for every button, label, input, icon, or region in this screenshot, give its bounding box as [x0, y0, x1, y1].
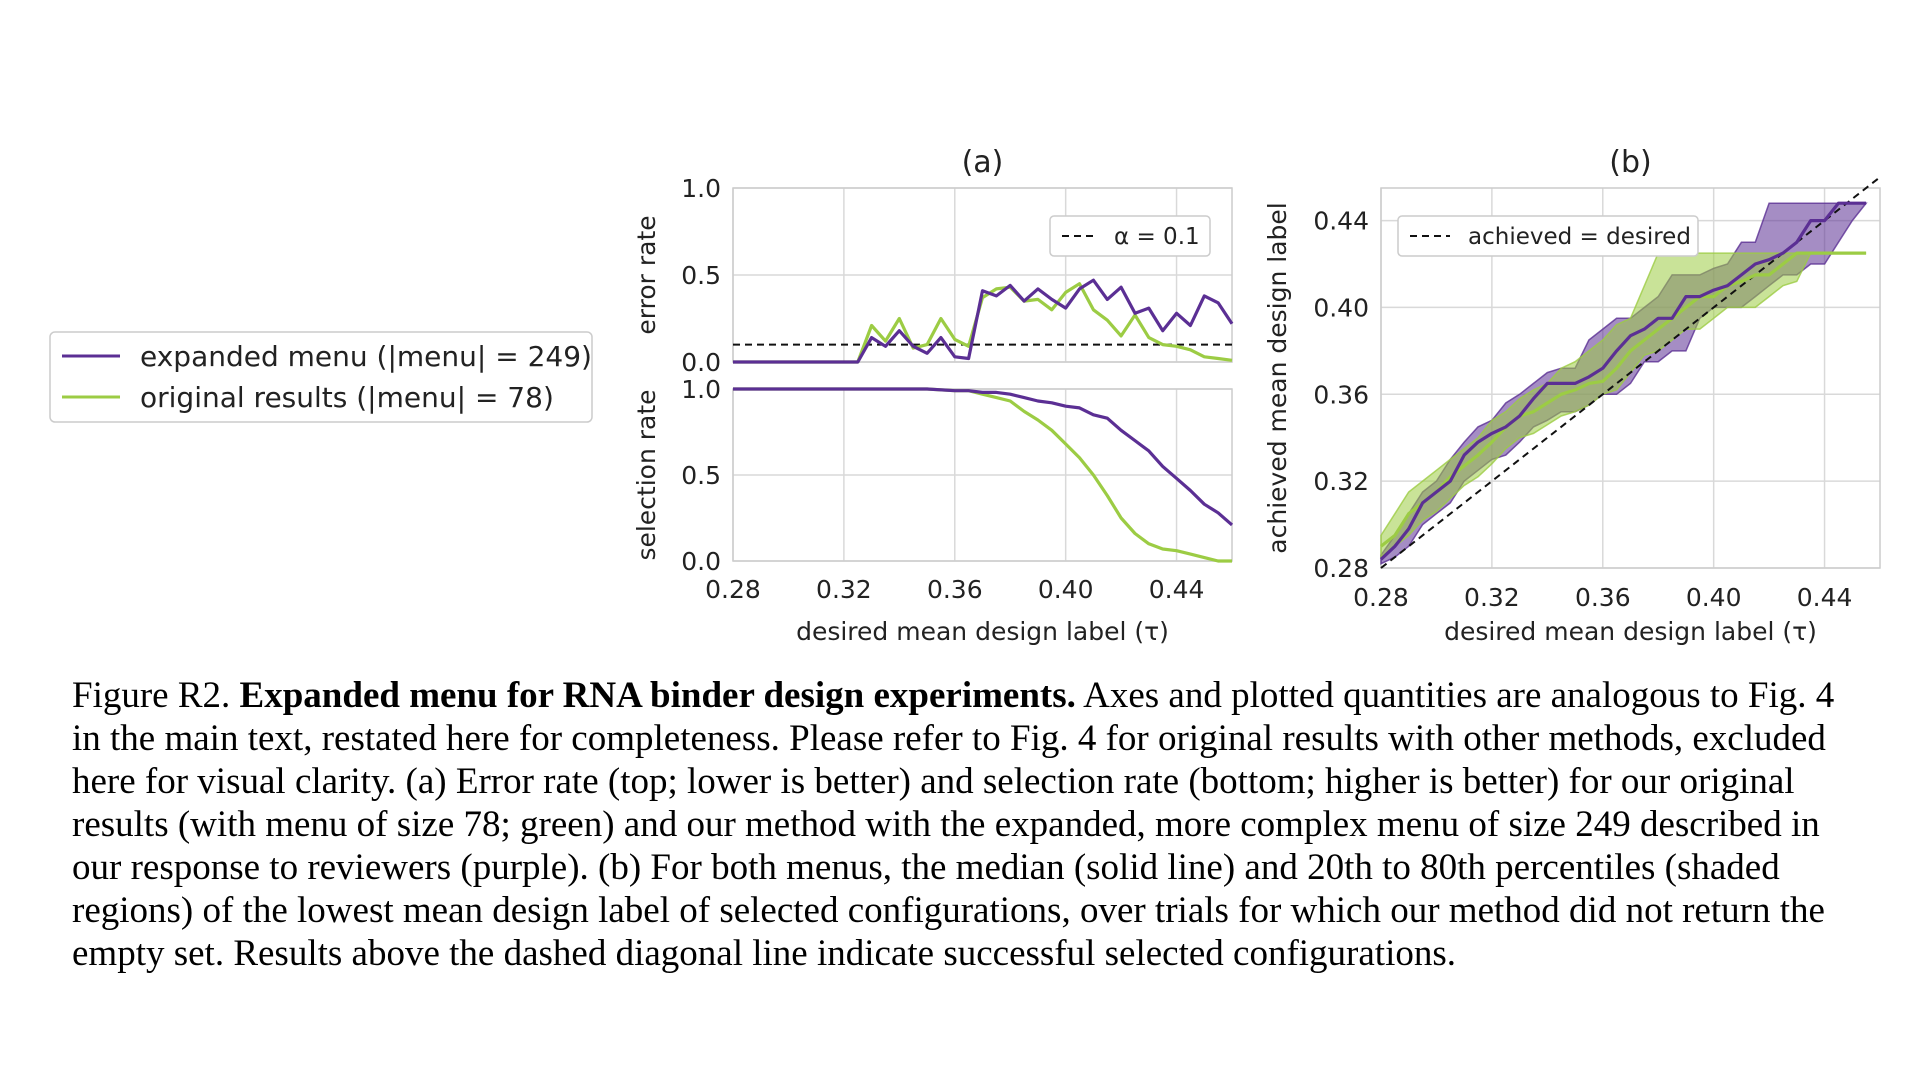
ytick-label-2: 1.0	[681, 174, 721, 203]
xtick-label-1: 0.32	[816, 575, 872, 604]
ytick-label-0: 0.28	[1313, 554, 1369, 583]
ytick-label-1: 0.5	[681, 461, 721, 490]
panel-title: (a)	[962, 145, 1004, 180]
median-line-expanded	[1379, 201, 1867, 561]
main-legend-frame	[49, 331, 593, 423]
y-axis-label: achieved mean design label	[1263, 202, 1292, 553]
plot-frame	[732, 187, 1233, 363]
ytick-label-0: 0.0	[681, 348, 721, 377]
xtick-label-3: 0.40	[1686, 583, 1742, 612]
alpha-legend-frame	[1049, 215, 1211, 257]
alpha-legend: α = 0.1	[1049, 215, 1211, 257]
diagonal-legend: achieved = desired	[1397, 215, 1699, 257]
diagonal-legend-label: achieved = desired	[1468, 224, 1691, 250]
x-axis-label: desired mean design label (τ)	[796, 617, 1169, 646]
caption-prefix: Figure R2.	[72, 675, 231, 716]
median-line-original	[1380, 251, 1867, 548]
ytick-label-2: 1.0	[681, 375, 721, 404]
xtick-label-0: 0.28	[705, 575, 761, 604]
series-line-expanded	[733, 387, 1234, 527]
plot-frame	[1380, 187, 1881, 569]
panel-a-selection-rate: 0.0 0.5 1.0 0.28 0.32 0.36 0.40 0.44 selection r…	[632, 375, 1234, 646]
ytick-label-2: 0.36	[1313, 380, 1369, 409]
series-line-expanded	[733, 278, 1234, 364]
panel-b-achieved: 0.28 0.32 0.36 0.40 0.44 0.28 0.32 0.36 0.40 0.44…	[1263, 145, 1881, 646]
xtick-label-2: 0.36	[1575, 583, 1631, 612]
caption-bold-title: Expanded menu for RNA binder design expe…	[239, 675, 1076, 716]
xtick-label-3: 0.40	[1038, 575, 1094, 604]
legend-label-expanded: expanded menu (|menu| = 249)	[140, 340, 592, 373]
legend-label-original: original results (|menu| = 78)	[140, 381, 554, 414]
ytick-label-1: 0.32	[1313, 467, 1369, 496]
band-original	[1380, 252, 1867, 559]
panel-a-error-rate: 0.0 0.5 1.0 error rate (a) α = 0.1	[632, 145, 1234, 377]
xtick-label-1: 0.32	[1464, 583, 1520, 612]
xtick-label-0: 0.28	[1353, 583, 1409, 612]
diagonal-legend-frame	[1397, 215, 1699, 257]
figure-caption: Figure R2. Expanded menu for RNA binder …	[72, 674, 1872, 975]
ytick-label-4: 0.44	[1313, 207, 1369, 236]
plot-frame	[732, 388, 1233, 562]
ytick-label-3: 0.40	[1313, 293, 1369, 322]
main-legend: expanded menu (|menu| = 249) original re…	[49, 331, 593, 423]
alpha-legend-label: α = 0.1	[1114, 224, 1200, 250]
xtick-label-2: 0.36	[927, 575, 983, 604]
y-axis-label: error rate	[632, 215, 661, 334]
ytick-label-1: 0.5	[681, 261, 721, 290]
y-axis-label: selection rate	[632, 389, 661, 560]
x-axis-label: desired mean design label (τ)	[1444, 617, 1817, 646]
xtick-label-4: 0.44	[1149, 575, 1205, 604]
xtick-label-4: 0.44	[1797, 583, 1853, 612]
caption-body: Axes and plotted quantities are analogou…	[72, 675, 1835, 974]
panel-title: (b)	[1609, 145, 1651, 180]
ytick-label-0: 0.0	[681, 547, 721, 576]
